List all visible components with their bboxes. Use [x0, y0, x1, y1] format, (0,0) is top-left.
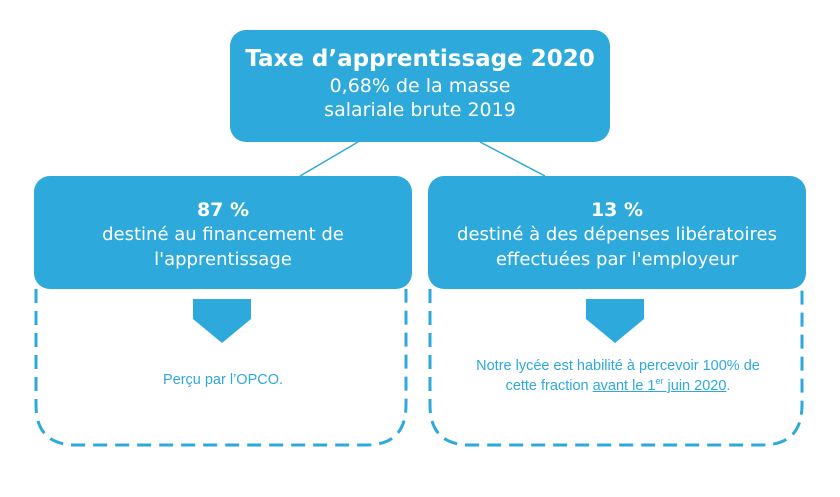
right-note-prefix: cette fraction	[505, 378, 593, 394]
top-line2: salariale brute 2019	[324, 99, 516, 121]
right-note-suffix: .	[726, 378, 731, 394]
left-dashed-frame	[34, 289, 408, 447]
right-arrow-icon	[586, 299, 644, 343]
left-line2: l'apprentissage	[154, 249, 292, 270]
top-title: Taxe d’apprentissage 2020	[245, 46, 595, 72]
top-box: Taxe d’apprentissage 2020 0,68% de la ma…	[230, 30, 610, 142]
right-line1: destiné à des dépenses libératoires	[457, 224, 777, 245]
right-box: 13 % destiné à des dépenses libératoires…	[428, 176, 806, 289]
right-note-underline-b: juin 2020	[663, 378, 727, 394]
right-dashed-frame	[428, 289, 804, 447]
left-percent: 87 %	[196, 199, 250, 221]
connector-left	[299, 141, 359, 177]
left-box: 87 % destiné au financement de l'apprent…	[34, 176, 412, 289]
right-note-underline-a: avant le 1	[592, 378, 656, 394]
connector-right	[479, 141, 546, 177]
right-note-line2: cette fraction avant le 1er juin 2020.	[436, 376, 800, 396]
right-note-line1: Notre lycée est habilité à percevoir 100…	[476, 358, 760, 374]
left-note: Perçu par l’OPCO.	[162, 372, 284, 388]
right-note: Notre lycée est habilité à percevoir 100…	[436, 356, 800, 396]
right-line2: effectuées par l'employeur	[495, 249, 739, 270]
right-percent: 13 %	[590, 199, 644, 221]
top-line1: 0,68% de la masse	[329, 75, 511, 97]
left-arrow-icon	[193, 299, 251, 343]
left-line1: destiné au financement de	[102, 224, 344, 245]
right-note-date: avant le 1er juin 2020	[592, 376, 727, 394]
right-note-sup: er	[655, 376, 664, 387]
